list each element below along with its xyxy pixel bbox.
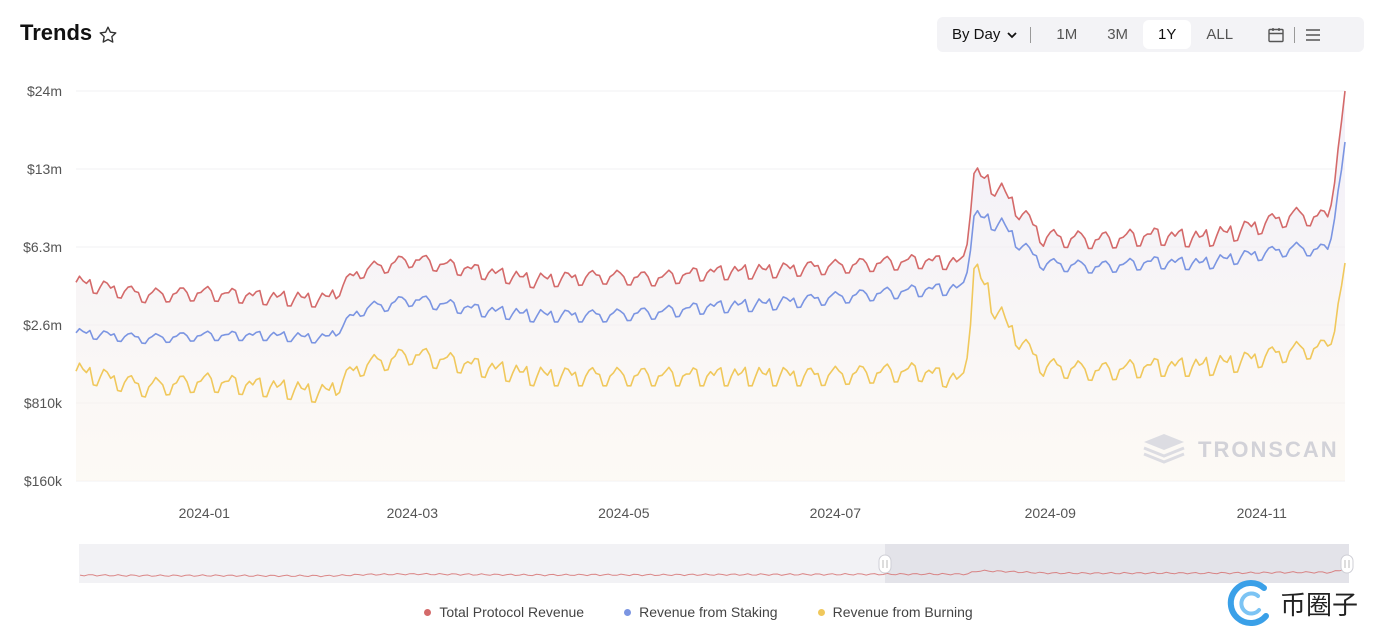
legend-label: Revenue from Burning: [832, 604, 973, 620]
range-all-button[interactable]: ALL: [1206, 26, 1234, 43]
tronscan-logo-icon: [1143, 434, 1185, 464]
navigator-left-handle[interactable]: [878, 554, 892, 574]
brand-logo: 币圈子: [1226, 578, 1358, 628]
y-tick-label: $160k: [24, 473, 63, 489]
chart-legend: Total Protocol Revenue Revenue from Stak…: [0, 604, 1377, 620]
watermark-text: TRONSCAN: [1198, 437, 1339, 462]
legend-label: Total Protocol Revenue: [439, 604, 585, 620]
legend-dot: [817, 608, 825, 616]
x-tick-label: 2024-11: [1237, 505, 1288, 521]
area-fill: [76, 91, 1345, 481]
y-tick-label: $2.6m: [23, 317, 62, 333]
range-3m-button[interactable]: 3M: [1107, 26, 1129, 43]
revenue-trend-chart: $24m $13m $6.3m $2.6m $810k $160k 2024-01 2024…: [23, 83, 1354, 583]
x-tick-label: 2024-09: [1025, 505, 1077, 521]
x-tick-label: 2024-07: [810, 505, 862, 521]
range-1y-button[interactable]: 1Y: [1143, 20, 1192, 49]
brand-text: 币圈子: [1280, 589, 1359, 620]
favorite-star-icon[interactable]: [97, 24, 119, 46]
chart-toolbar: By Day 1M 3M 1Y ALL: [937, 17, 1364, 52]
legend-total-revenue[interactable]: Total Protocol Revenue: [424, 604, 584, 620]
legend-label: Revenue from Staking: [639, 604, 778, 620]
y-tick-label: $6.3m: [23, 239, 62, 255]
series-line-burning-revenue[interactable]: [75, 262, 1346, 403]
tronscan-watermark: TRONSCAN: [1140, 432, 1339, 468]
menu-icon[interactable]: [1301, 23, 1325, 47]
navigator-right-handle[interactable]: [1340, 554, 1354, 574]
legend-staking-revenue[interactable]: Revenue from Staking: [624, 604, 778, 620]
brand-logo-icon: [1227, 580, 1269, 626]
y-tick-label: $24m: [27, 83, 62, 99]
series-line-total-revenue[interactable]: [75, 90, 1346, 308]
y-tick-label: $13m: [27, 161, 62, 177]
x-tick-label: 2024-03: [387, 505, 439, 521]
interval-select[interactable]: By Day: [952, 26, 1018, 43]
navigator-series-line: [79, 567, 1349, 578]
x-tick-label: 2024-05: [598, 505, 650, 521]
y-tick-label: $810k: [24, 395, 63, 411]
toolbar-divider: [1030, 26, 1032, 43]
toolbar-divider: [1294, 26, 1296, 43]
series-line-staking-revenue[interactable]: [75, 141, 1346, 345]
x-tick-label: 2024-01: [179, 505, 231, 521]
interval-select-label: By Day: [952, 26, 1001, 43]
legend-dot: [624, 608, 632, 616]
calendar-icon[interactable]: [1264, 23, 1288, 47]
navigator-selection[interactable]: [885, 544, 1349, 583]
page-title: Trends: [20, 20, 93, 45]
legend-dot: [424, 608, 432, 616]
chevron-down-icon: [1007, 31, 1017, 38]
legend-burning-revenue[interactable]: Revenue from Burning: [817, 604, 973, 620]
range-1m-button[interactable]: 1M: [1056, 26, 1078, 43]
